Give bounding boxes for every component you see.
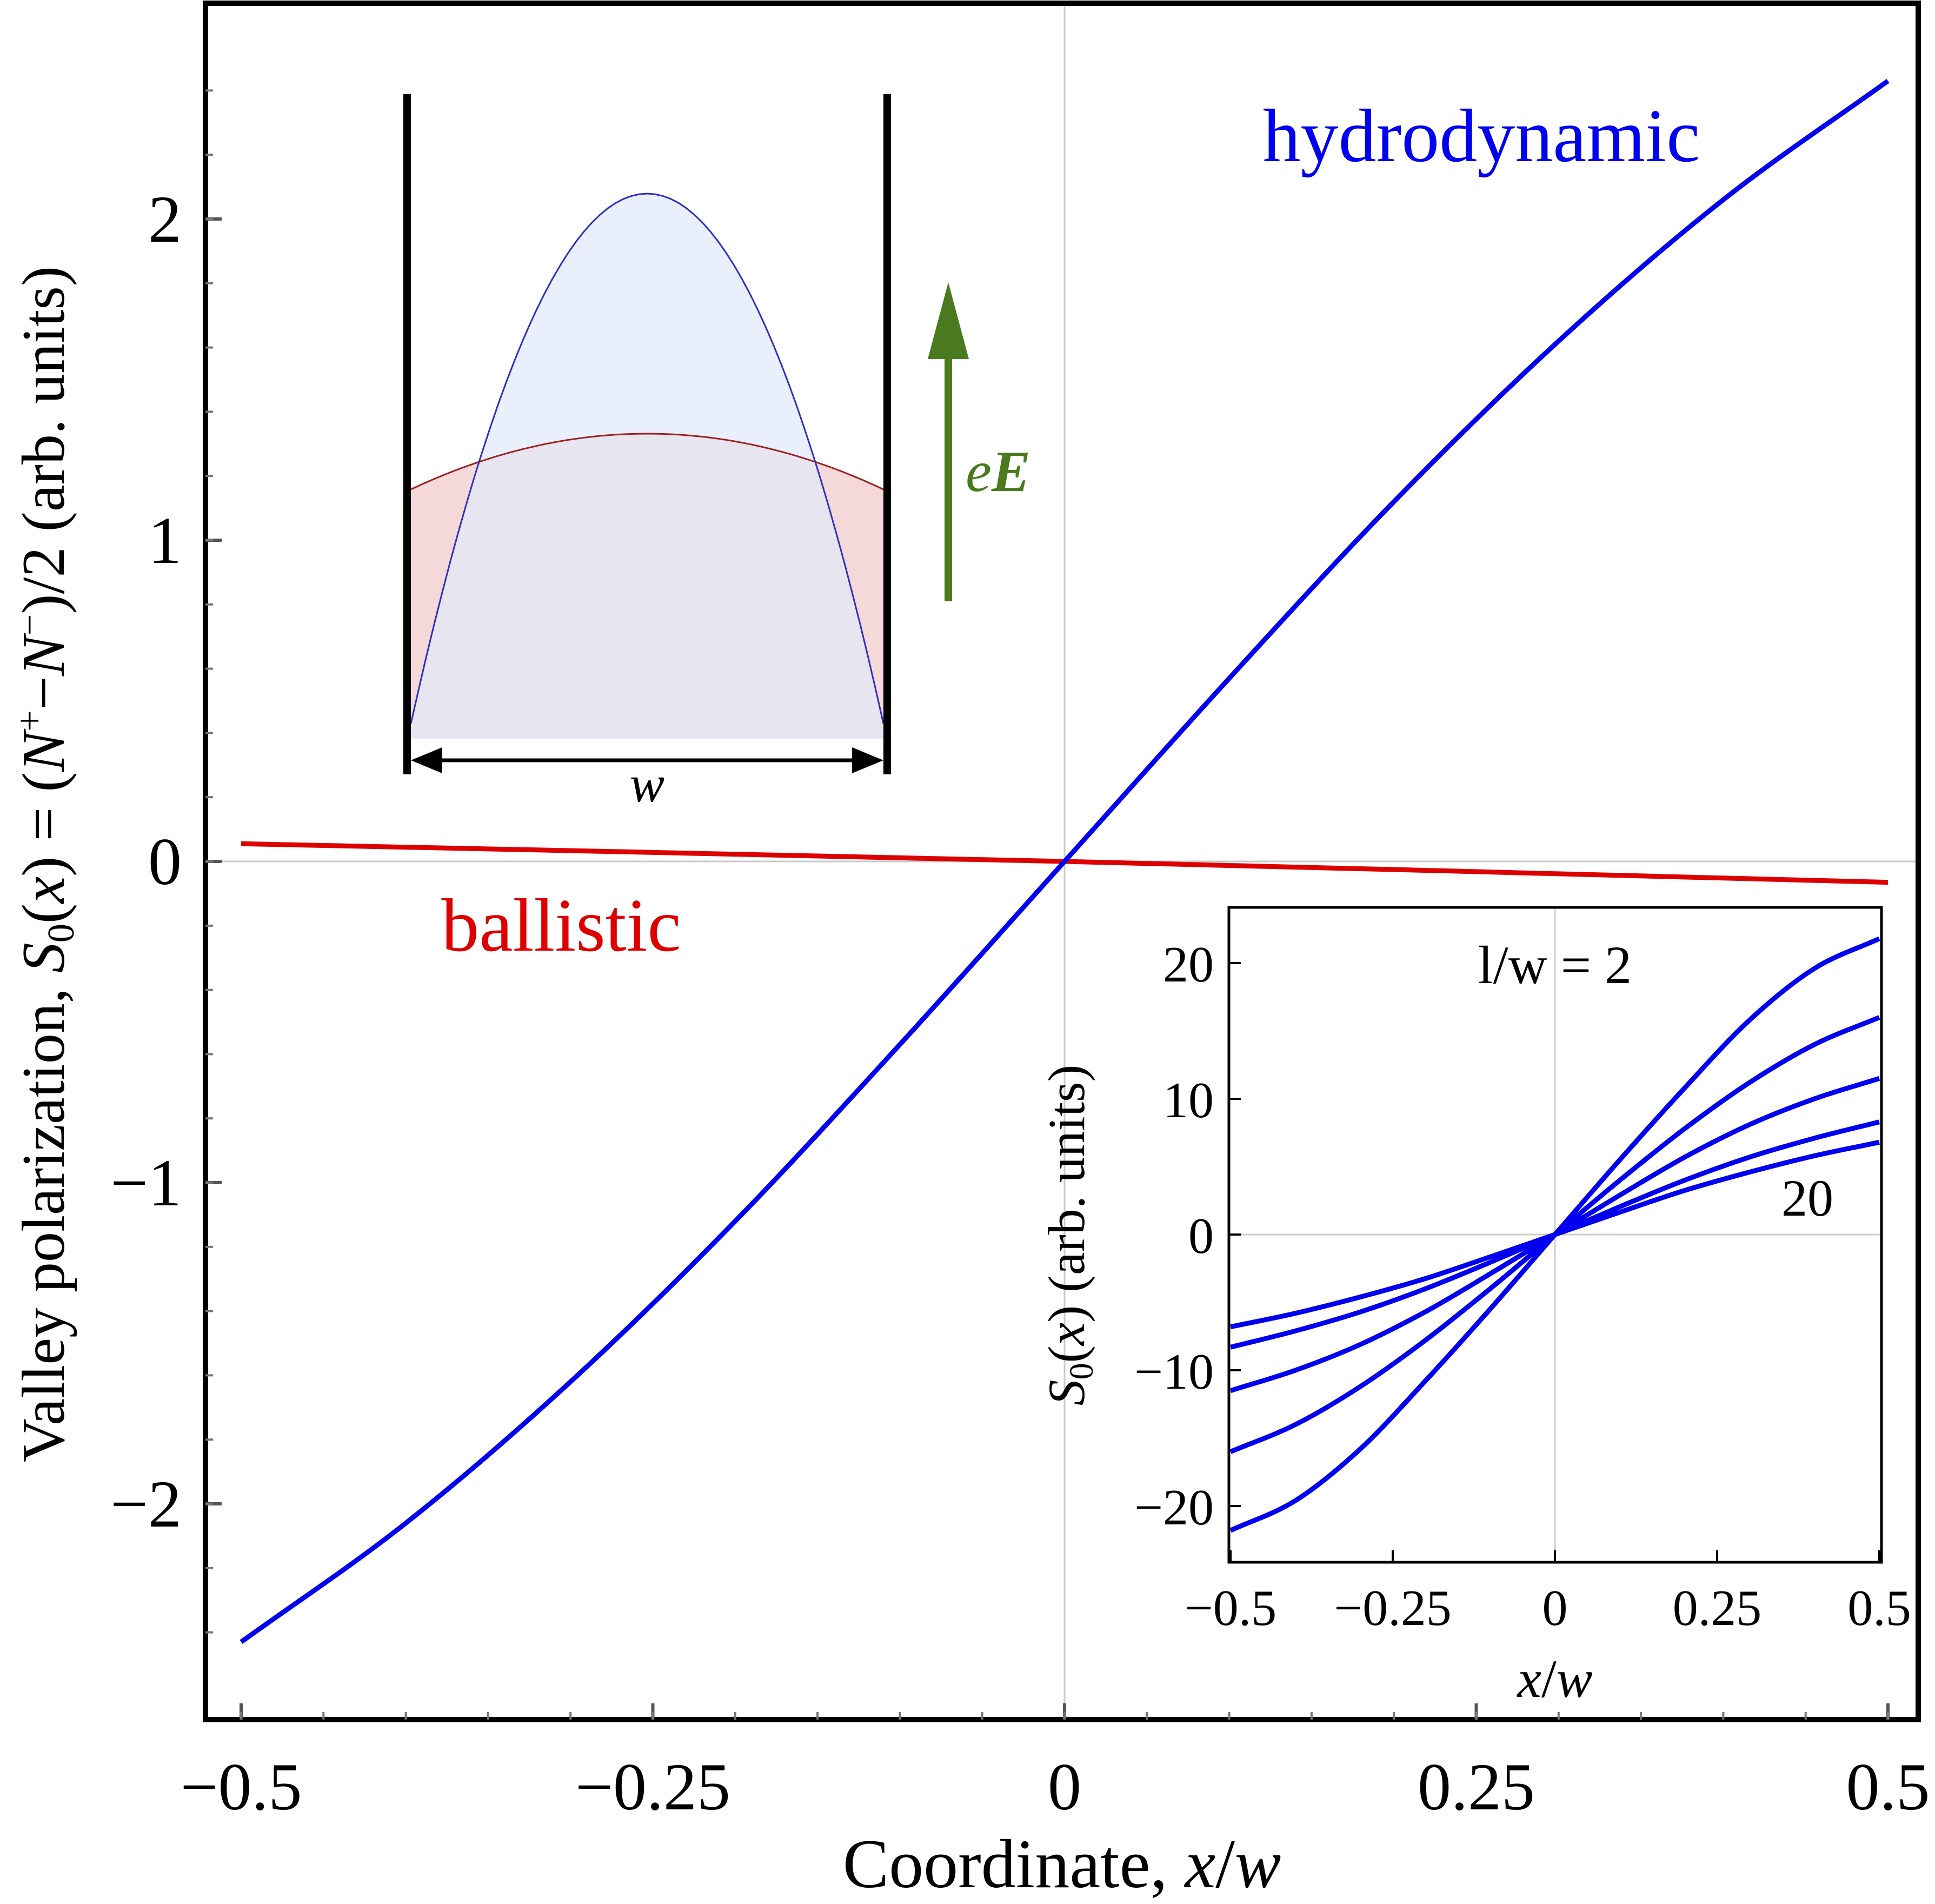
- inset-annotation-bottom: 20: [1781, 1169, 1833, 1227]
- hydrodynamic-profile-curve: [410, 193, 885, 724]
- x-tick-label: −0.25: [575, 1750, 730, 1824]
- hydrodynamic-label: hydrodynamic: [1263, 94, 1700, 178]
- x-tick-label: 0.5: [1846, 1750, 1930, 1824]
- inset-y-tick-label: 10: [1163, 1072, 1214, 1129]
- inset-x-tick-label: 0.25: [1673, 1580, 1762, 1636]
- inset-x-tick-label: −0.25: [1334, 1580, 1452, 1636]
- x-axis-label: Coordinate, x/w: [843, 1826, 1281, 1902]
- width-label: w: [630, 755, 664, 813]
- inset-x-axis-label: x/w: [1517, 1649, 1593, 1709]
- inset-y-tick-label: 0: [1188, 1208, 1214, 1264]
- inset-y-tick-label: −10: [1134, 1344, 1214, 1400]
- y-tick-label: −2: [110, 1467, 182, 1541]
- field-arrow-head: [928, 282, 969, 359]
- series-line-hydrodynamic: [240, 78, 1890, 1644]
- inset-x-tick-label: 0.5: [1847, 1580, 1911, 1636]
- x-tick-label: 0.25: [1418, 1750, 1535, 1824]
- y-tick-label: 0: [148, 825, 182, 899]
- inset-y-axis-label: S0(x) (arb. units): [1038, 1065, 1100, 1406]
- inset-annotation-top: l/w = 2: [1478, 935, 1632, 995]
- inset-series-line: [1230, 1139, 1880, 1330]
- inset-tick-labels: −0.5 −0.25 0 0.25 0.5 −20 −10 0 10 20: [1134, 937, 1911, 1636]
- x-tick-label: −0.5: [181, 1750, 302, 1824]
- channel-schematic-inset: w eE: [403, 94, 1030, 813]
- inset-y-tick-label: −20: [1134, 1480, 1214, 1536]
- ballistic-profile-curve: [410, 433, 884, 490]
- hydrodynamic-profile-fill: [411, 194, 883, 739]
- y-tick-label: −1: [110, 1146, 182, 1220]
- y-axis-label: Valley polarization, S0(x) = (N+−N−)/2 (…: [9, 266, 82, 1462]
- x-tick-label: 0: [1048, 1750, 1081, 1824]
- width-arrow-right-head: [852, 747, 883, 773]
- inset-curves: [1229, 936, 1880, 1533]
- field-label: eE: [966, 440, 1030, 504]
- inset-axis-ticks: [1229, 962, 1880, 1562]
- y-tick-label: 1: [148, 503, 182, 578]
- y-tick-label: 2: [148, 182, 182, 256]
- inset-x-tick-label: −0.5: [1185, 1580, 1277, 1636]
- inset-x-tick-label: 0: [1542, 1580, 1568, 1636]
- ballistic-label: ballistic: [441, 884, 681, 967]
- inset-y-tick-label: 20: [1163, 937, 1214, 993]
- width-arrow-left-head: [411, 747, 442, 773]
- main-axis-ticks: [205, 89, 1890, 1720]
